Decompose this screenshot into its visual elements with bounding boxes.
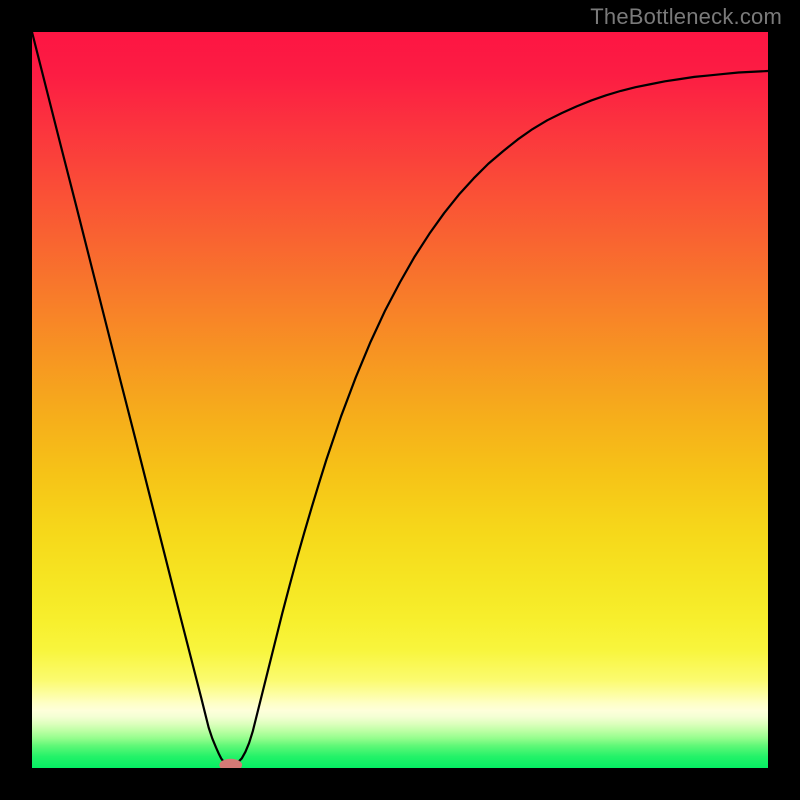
watermark-text: TheBottleneck.com — [590, 4, 782, 30]
chart-svg — [32, 32, 768, 768]
chart-background — [32, 32, 768, 768]
page-root: TheBottleneck.com — [0, 0, 800, 800]
chart-area — [32, 32, 768, 768]
